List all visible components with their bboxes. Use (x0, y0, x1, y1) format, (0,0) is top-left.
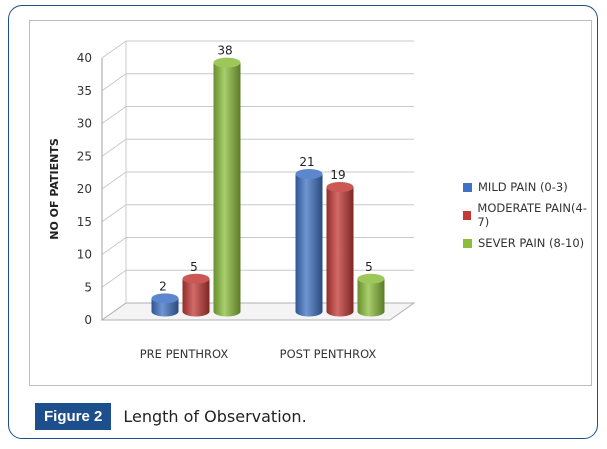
bar (213, 57, 241, 317)
data-label: 5 (190, 260, 198, 274)
legend-label: MODERATE PAIN(4-7) (477, 201, 587, 229)
data-label: 2 (159, 279, 167, 293)
bar (357, 273, 385, 317)
data-label: 38 (217, 44, 232, 58)
legend-item: MODERATE PAIN(4-7) (463, 201, 591, 229)
legend-item: SEVER PAIN (8-10) (463, 229, 591, 257)
figure-caption: Figure 2 Length of Observation. (35, 398, 307, 434)
legend-swatch (463, 210, 472, 220)
y-tick-label: 25 (77, 149, 92, 163)
bar-body (151, 298, 179, 317)
data-label: 5 (365, 260, 373, 274)
gridline-side (101, 269, 127, 288)
bar-top (151, 293, 179, 304)
bar-top (182, 273, 210, 284)
gridline-side (101, 237, 127, 255)
bar-body (182, 278, 210, 317)
bar-top (295, 168, 323, 179)
bar (151, 293, 179, 317)
figure-frame: 0 5 10 15 20 25 30 35 40 NO OF PATIENTS 2 5 38 PRE PE… (8, 5, 598, 439)
gridline-side (101, 73, 127, 92)
data-label: 21 (299, 155, 314, 169)
y-tick-label: 35 (77, 84, 92, 98)
legend-label: MILD PAIN (0-3) (478, 180, 568, 194)
x-category-label: PRE PENTHROX (140, 347, 229, 361)
gridline-side (101, 204, 127, 223)
bar-top (213, 57, 241, 68)
legend-swatch (463, 182, 472, 192)
y-tick-label: 10 (77, 248, 92, 262)
y-tick-label: 15 (77, 215, 92, 229)
y-tick-label: 40 (77, 51, 92, 65)
bar-top (357, 273, 385, 284)
bar-body (213, 62, 241, 317)
figure-label: Figure 2 (35, 402, 112, 430)
y-tick-label: 20 (77, 182, 92, 196)
x-category-label: POST PENTHROX (280, 347, 377, 361)
bar-body (357, 278, 385, 317)
y-tick-label: 5 (84, 280, 92, 294)
gridline-side (101, 171, 127, 190)
data-label: 19 (330, 168, 345, 182)
chart-area: 0 5 10 15 20 25 30 35 40 NO OF PATIENTS 2 5 38 PRE PE… (29, 20, 592, 386)
gridline-side (101, 40, 127, 59)
legend-label: SEVER PAIN (8-10) (478, 236, 585, 250)
y-tick-label: 30 (77, 117, 92, 131)
y-axis-title: NO OF PATIENTS (48, 138, 61, 240)
legend-swatch (463, 238, 472, 248)
chart-legend: MILD PAIN (0-3) MODERATE PAIN(4-7) SEVER P… (463, 173, 591, 257)
legend-item: MILD PAIN (0-3) (463, 173, 591, 201)
gridline-side (101, 106, 127, 124)
y-tick-label: 0 (84, 313, 92, 327)
bar (295, 168, 323, 317)
bar-body (295, 173, 323, 317)
bar-top (326, 182, 354, 193)
gridline-side (101, 138, 127, 157)
bar (326, 182, 354, 317)
figure-caption-text: Length of Observation. (123, 406, 307, 426)
bar (182, 273, 210, 317)
bar-body (326, 187, 354, 317)
